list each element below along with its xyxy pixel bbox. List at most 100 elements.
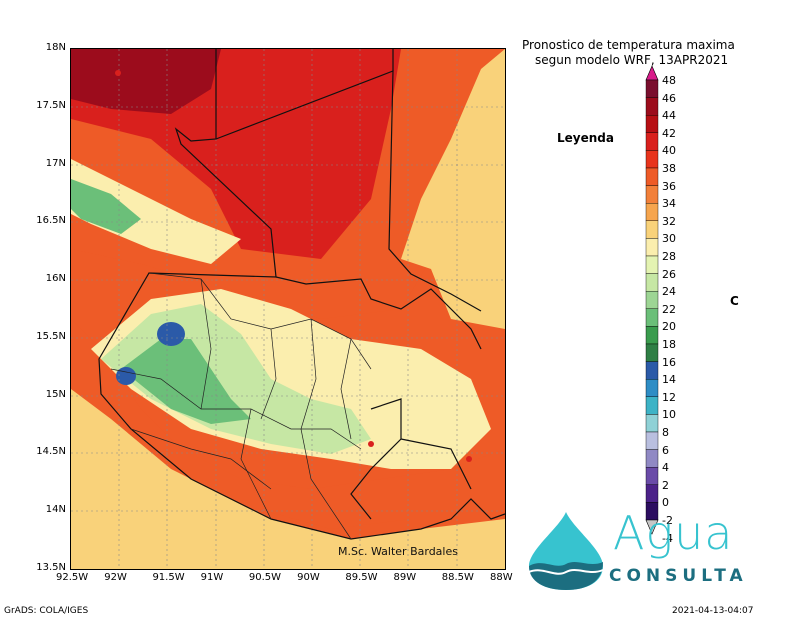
hot-spot-marker: [115, 70, 121, 76]
map-gridlines: [71, 49, 505, 569]
y-tick-label: 15.5N: [36, 330, 66, 342]
colorbar-segment: [645, 379, 659, 398]
colorbar-tick-label: 6: [662, 443, 669, 457]
colorbar-tick-label: 46: [662, 91, 676, 105]
x-tick-label: 89.5W: [345, 572, 378, 583]
colorbar-segment: [645, 308, 659, 327]
y-tick-label: 17.5N: [36, 99, 66, 111]
map-canvas: [71, 49, 505, 569]
colorbar-segment: [645, 132, 659, 151]
water-drop-icon: [528, 512, 604, 590]
hottest-zone: [71, 49, 221, 114]
x-tick-label: 88.5W: [441, 572, 474, 583]
colorbar-bottom-arrow: [645, 519, 659, 535]
y-tick-label: 17N: [45, 157, 66, 169]
colorbar-segment: [645, 414, 659, 433]
x-tick-label: 90W: [297, 572, 320, 583]
author-signature: M.Sc. Walter Bardales: [338, 545, 458, 558]
x-tick-label: 91W: [200, 572, 224, 583]
colorbar-tick-label: 40: [662, 144, 676, 158]
x-tick-label: 92W: [104, 572, 127, 583]
footer-software: GrADS: COLA/IGES: [4, 606, 89, 616]
colorbar-top-arrow: [645, 65, 659, 81]
colorbar-tick-label: -4: [662, 531, 673, 545]
colorbar-segment: [645, 290, 659, 309]
green-band-zone: [71, 179, 141, 234]
colorbar-segment: [645, 115, 659, 134]
unit-label: C: [730, 294, 739, 308]
agua-consulta-logo: Agua CONSULTA: [525, 506, 755, 593]
colorbar-tick-label: 32: [662, 214, 676, 228]
colorbar-tick-label: 4: [662, 461, 669, 475]
y-tick-label: 14.5N: [36, 446, 66, 458]
colorbar-tick-label: 18: [662, 338, 676, 351]
colorbar-segment: [645, 79, 659, 98]
x-tick-label: 88W: [490, 572, 513, 583]
highland-dark-zone: [121, 339, 251, 424]
hot-spot-marker: [368, 441, 374, 447]
colorbar-tick-label: 36: [662, 179, 676, 193]
colorbar-segment: [645, 326, 659, 345]
pale-east-zone: [401, 49, 505, 329]
colorbar-segment: [645, 467, 659, 486]
colorbar-segment: [645, 449, 659, 468]
colorbar-tick-label: 28: [662, 250, 676, 263]
map-title-line2: segun modelo WRF, 13APR2021: [535, 53, 729, 67]
colorbar-segment: [645, 273, 659, 292]
y-tick-label: 15N: [45, 388, 66, 400]
x-tick-label: 90.5W: [248, 572, 282, 583]
cold-spot-1: [157, 322, 185, 346]
colorbar-tick-label: 10: [662, 408, 676, 422]
colorbar-segment: [645, 220, 659, 239]
colorbar-tick-label: 38: [662, 162, 676, 175]
colorbar-tick-label: 44: [662, 109, 676, 123]
colorbar-tick-label: 26: [662, 267, 676, 281]
x-tick-label: 92.5W: [56, 572, 89, 583]
colorbar-segment: [645, 150, 659, 169]
colorbar-tick-label: 2: [662, 478, 669, 492]
colorbar-tick-label: 0: [662, 496, 669, 510]
colorbar-tick-label: 16: [662, 355, 676, 369]
y-tick-label: 14N: [45, 504, 66, 516]
colorbar-segment: [645, 396, 659, 415]
colorbar-segment: [645, 238, 659, 257]
colorbar-segment: [645, 484, 659, 503]
colorbar-segment: [645, 255, 659, 274]
colorbar-tick-label: 24: [662, 285, 676, 299]
colorbar-tick-label: 20: [662, 320, 676, 334]
colorbar-tick-label: 48: [662, 74, 676, 87]
legend-heading: Leyenda: [557, 131, 614, 145]
y-tick-label: 18N: [45, 42, 66, 53]
color-scale-svg: [645, 65, 659, 535]
colorbar-tick-label: 8: [662, 426, 669, 439]
pale-band-zone: [71, 159, 241, 264]
coastal-zone: [71, 389, 505, 569]
department-borders: [110, 272, 372, 540]
colorbar-segment: [645, 361, 659, 380]
colorbar-tick-label: 34: [662, 197, 676, 211]
colorbar-tick-label: 30: [662, 232, 676, 246]
colorbar-tick-label: 22: [662, 302, 676, 316]
y-tick-label: 13.5N: [36, 562, 66, 573]
colorbar-tick-label: 14: [662, 373, 676, 387]
colorbar-segment: [645, 185, 659, 204]
logo-word-consulta: CONSULTA: [609, 566, 748, 586]
colorbar-segment: [645, 167, 659, 186]
colorbar-segment: [645, 343, 659, 362]
colorbar-tick-label: 12: [662, 390, 676, 404]
colorbar-segment: [645, 97, 659, 116]
footer-timestamp: 2021-04-13-04:07: [672, 606, 754, 616]
temperature-map: [70, 48, 506, 570]
y-tick-label: 16.5N: [36, 215, 66, 227]
x-tick-label: 91.5W: [152, 572, 185, 583]
colorbar-segment: [645, 431, 659, 450]
x-tick-label: 89W: [393, 572, 417, 583]
map-title-line1: Pronostico de temperatura maxima: [522, 38, 735, 52]
logo-word-agua: Agua: [613, 506, 734, 560]
country-borders: [98, 49, 505, 540]
colorbar-tick-label: 42: [662, 126, 676, 140]
hot-spot-marker: [466, 456, 472, 462]
cold-spot-2: [116, 367, 136, 385]
colorbar-tick-label: -2: [662, 514, 673, 527]
y-tick-label: 16N: [45, 273, 66, 285]
